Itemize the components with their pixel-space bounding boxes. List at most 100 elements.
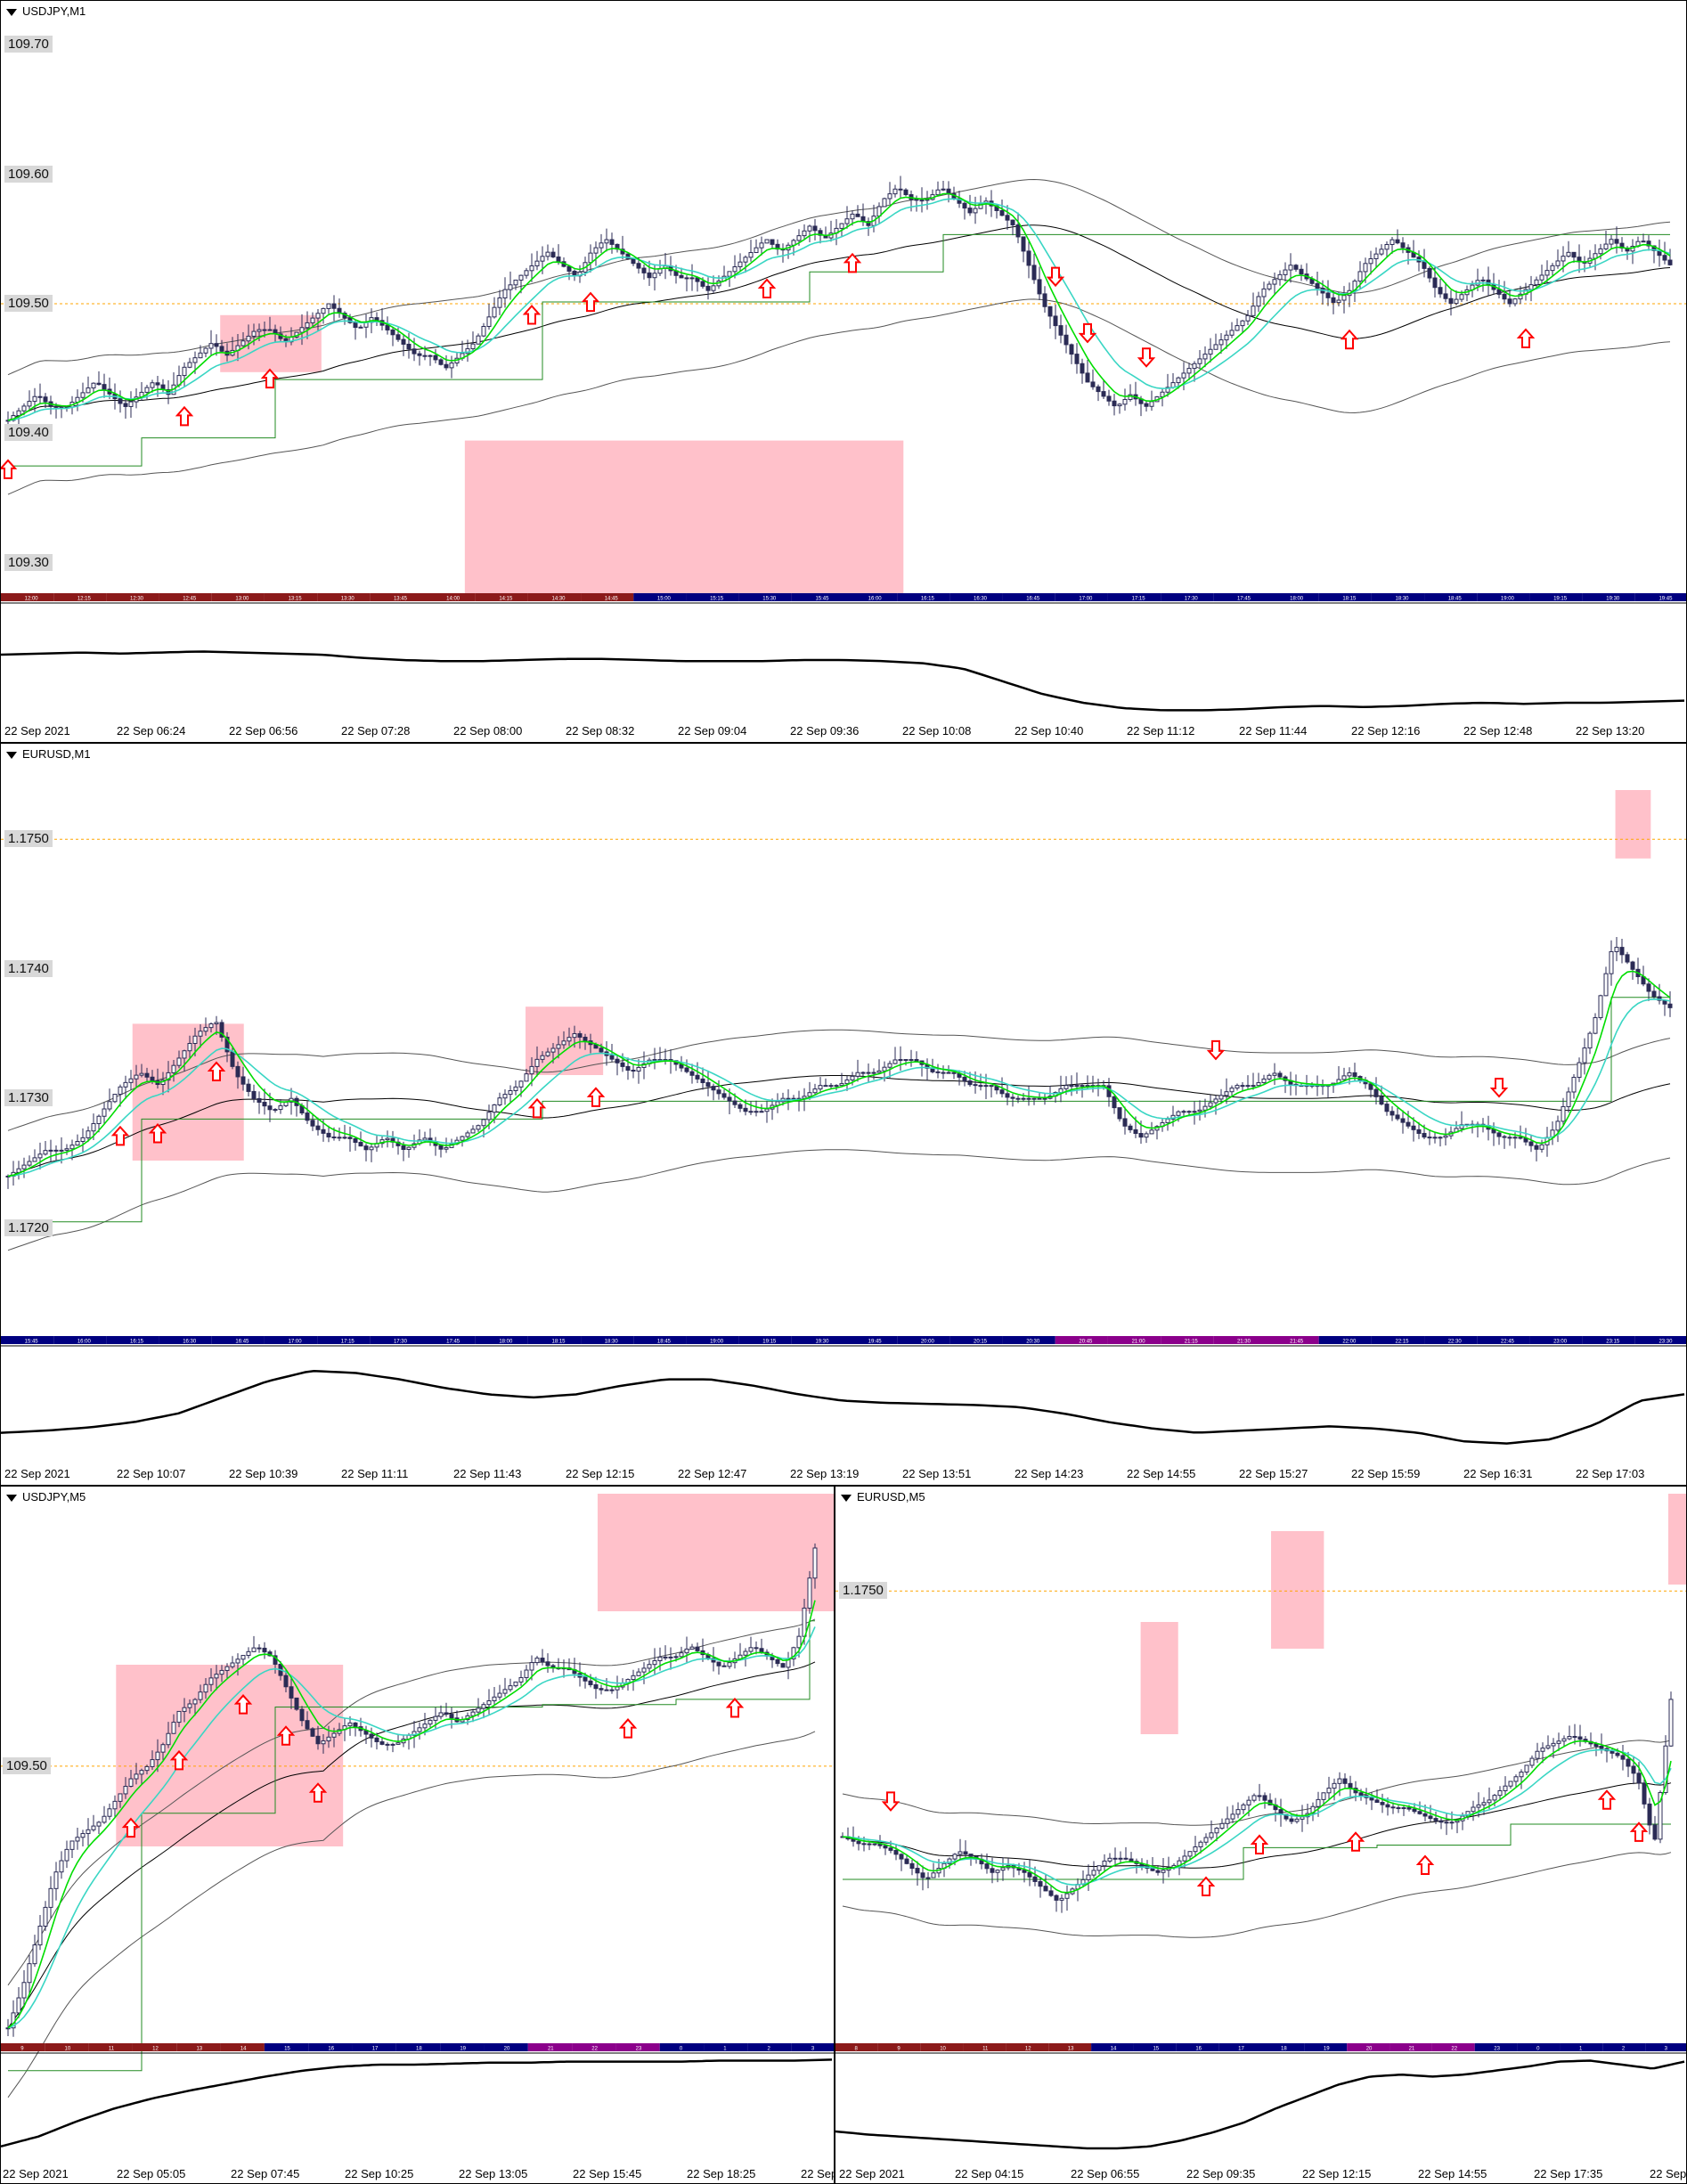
time-label: 22 Sep 18:25 — [687, 2167, 756, 2180]
collapse-triangle-icon[interactable] — [6, 751, 17, 759]
chart-canvas[interactable]: 8 9 10 11 12 13 14 15 16 17 18 19 20 21 22 23 0 1 2 3 — [835, 1487, 1687, 2184]
chart-canvas[interactable]: 15:45 16:00 16:15 16:30 16:45 17:00 17:15 17:30… — [1, 744, 1687, 1486]
hour-bar-segment — [1431, 2043, 1475, 2051]
candle-body — [305, 1720, 310, 1730]
candle-body — [903, 189, 909, 196]
hour-bar-label: 16 — [328, 2047, 334, 2052]
candle-body — [1401, 1807, 1406, 1810]
chart-canvas[interactable]: 9 10 11 12 13 14 15 16 17 18 19 20 21 22 23 0 1 2 3 — [1, 1487, 835, 2184]
hour-bar-label: 18:30 — [1396, 597, 1410, 602]
candle-body — [1534, 279, 1539, 286]
candle-body — [1471, 1806, 1476, 1813]
candle-body — [273, 1109, 278, 1112]
candle-body — [171, 1722, 176, 1734]
candle-body — [27, 1161, 32, 1166]
candle-body — [1300, 1816, 1305, 1820]
collapse-triangle-icon[interactable] — [6, 8, 17, 16]
candle-body — [1363, 263, 1368, 273]
candle-body — [1373, 253, 1379, 259]
candle-body — [112, 1094, 118, 1103]
candle-body — [1626, 1758, 1631, 1767]
highlight-zone — [1615, 790, 1651, 859]
candle-body — [1332, 1782, 1337, 1789]
oscillator-line — [1, 1369, 1685, 1445]
candle-body — [1519, 1772, 1524, 1778]
candle-body — [470, 1711, 476, 1716]
candle-body — [91, 1122, 96, 1132]
candle-body — [1123, 1857, 1129, 1860]
candle-body — [962, 202, 967, 209]
up-arrow-icon — [233, 1694, 253, 1715]
hour-bar-segment — [220, 2043, 265, 2051]
candle-body — [1496, 1132, 1502, 1137]
candle-body — [1577, 1062, 1582, 1079]
candle-body — [1427, 1137, 1432, 1139]
candle-body — [679, 1652, 684, 1658]
candle-body — [561, 1040, 566, 1046]
candle-body — [1395, 239, 1400, 244]
candle-body — [860, 1072, 866, 1074]
candle-body — [1165, 387, 1170, 393]
chart-panel-usdjpy-m1[interactable]: USDJPY,M1 12:00 12:15 12:30 12:45 13:00 13:15… — [0, 0, 1687, 743]
collapse-triangle-icon[interactable] — [841, 1494, 852, 1502]
candle-body — [27, 1963, 32, 1984]
candle-body — [1229, 1088, 1235, 1093]
chart-canvas[interactable]: 12:00 12:15 12:30 12:45 13:00 13:15 13:30 13:45… — [1, 1, 1687, 743]
hour-bar-label: 17:15 — [341, 1340, 355, 1345]
hour-bar-label: 16 — [1195, 2047, 1202, 2052]
candle-body — [1336, 299, 1341, 304]
candle-body — [1374, 1799, 1380, 1804]
chart-panel-usdjpy-m5[interactable]: USDJPY,M5 9 10 11 12 13 14 15 16 17 18 19 20 21 22 23 0… — [0, 1486, 835, 2184]
candle-body — [428, 354, 433, 357]
hour-bar-segment — [1304, 2043, 1348, 2051]
candle-body — [53, 1871, 59, 1889]
price-label: 1.1730 — [4, 1089, 53, 1107]
collapse-triangle-icon[interactable] — [6, 1494, 17, 1502]
hour-bar-segment — [791, 2043, 834, 2051]
candle-body — [1528, 1141, 1534, 1146]
hour-bar-segment — [738, 1336, 792, 1344]
candle-body — [583, 1036, 588, 1042]
hour-bar-label: 18:45 — [657, 1340, 672, 1345]
time-label: 22 Sep 04:15 — [955, 2167, 1024, 2180]
candle-body — [21, 1164, 27, 1169]
ma-line — [7, 1075, 1671, 1177]
candle-body — [1048, 1890, 1054, 1896]
hour-bar-label: 13:30 — [341, 597, 355, 602]
candle-body — [1193, 1846, 1198, 1853]
hour-bar-label: 16:15 — [921, 597, 935, 602]
price-label: 1.1750 — [4, 830, 53, 848]
candle-body — [968, 1854, 974, 1857]
candle-body — [43, 1906, 48, 1927]
time-label: 22 Sep 12:16 — [1351, 724, 1421, 738]
chart-panel-eurusd-m5[interactable]: EURUSD,M5 8 9 10 11 12 13 14 15 16 17 18 19 20 21 22 23… — [835, 1486, 1687, 2184]
hour-bar-label: 19:00 — [1501, 597, 1515, 602]
time-label: 22 Sep 2021 — [3, 2167, 69, 2180]
candle-body — [899, 1854, 904, 1860]
candle-body — [1021, 236, 1026, 252]
hour-bar-label: 13:00 — [235, 597, 249, 602]
hour-bar-label: 16:30 — [183, 1340, 197, 1345]
candle-body — [187, 1703, 192, 1708]
chart-panel-eurusd-m1[interactable]: EURUSD,M1 15:45 16:00 16:15 16:30 16:45 17:00… — [0, 743, 1687, 1486]
hour-bar-segment — [1477, 1336, 1530, 1344]
candle-body — [1448, 297, 1454, 305]
candle-body — [518, 274, 524, 281]
candle-body — [1416, 1129, 1422, 1134]
candle-body — [192, 357, 198, 363]
hour-bar-segment — [308, 2043, 353, 2051]
panel-title: USDJPY,M1 — [6, 4, 86, 18]
candle-body — [689, 277, 695, 280]
candle-body — [1357, 271, 1363, 282]
candle-body — [1593, 1017, 1598, 1034]
hour-bar-segment — [835, 2043, 878, 2051]
candle-body — [1022, 1870, 1027, 1873]
hour-bar-label: 8 — [855, 2047, 859, 2052]
candle-body — [609, 239, 615, 245]
candle-body — [770, 239, 775, 245]
hour-bar-label: 21:30 — [1237, 1340, 1251, 1345]
time-label: 22 Sep 20 — [1650, 2167, 1687, 2180]
candle-body — [518, 1080, 524, 1088]
hour-bar-label: 17:00 — [1079, 597, 1093, 602]
candle-body — [428, 1719, 433, 1725]
